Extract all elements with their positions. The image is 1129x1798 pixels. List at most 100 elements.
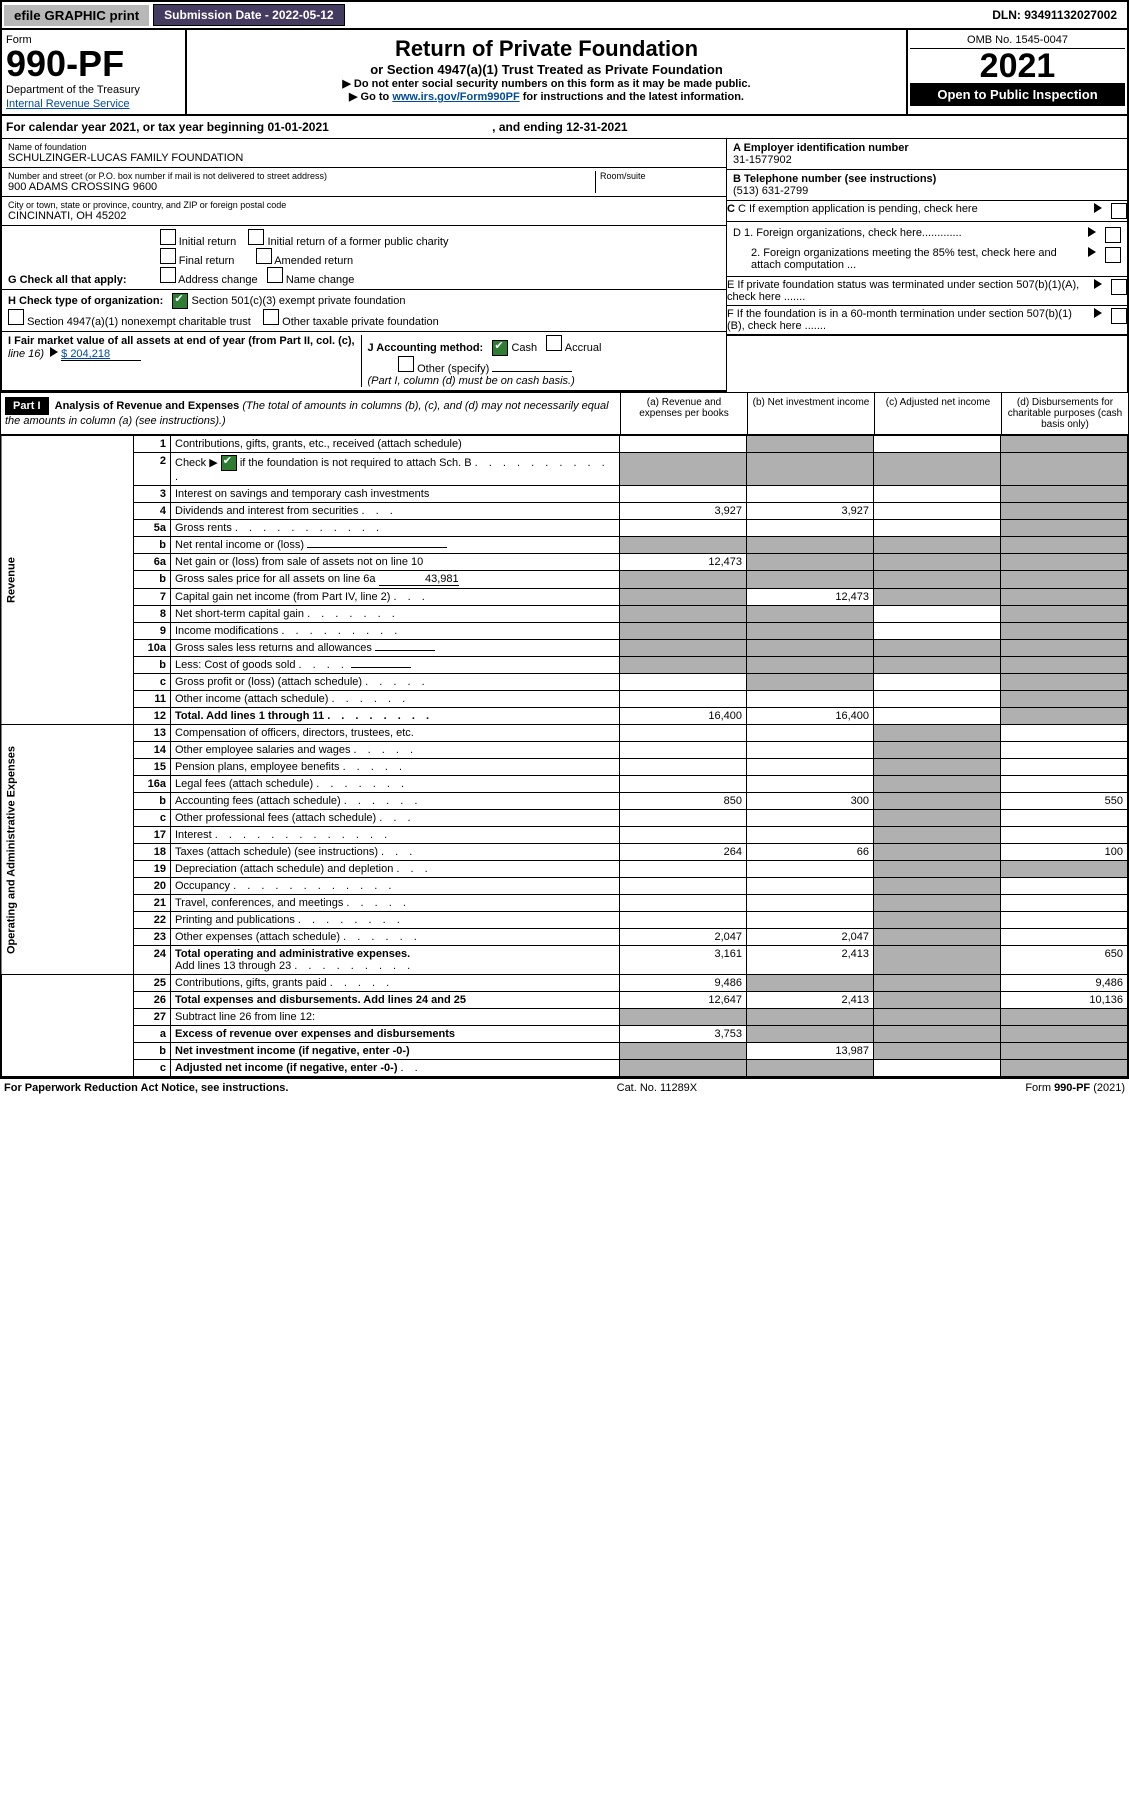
triangle-icon <box>1088 227 1096 237</box>
cal-end: , and ending 12-31-2021 <box>492 120 627 134</box>
table-row: 24Total operating and administrative exp… <box>1 946 1128 975</box>
triangle-icon <box>1088 247 1096 257</box>
name-change-checkbox[interactable] <box>267 267 283 283</box>
amt-d: 550 <box>1001 793 1129 810</box>
a-label: A Employer identification number <box>733 142 1121 154</box>
revenue-side-label: Revenue <box>1 436 134 725</box>
amt-a: 850 <box>620 793 747 810</box>
part1-table: Revenue 1Contributions, gifts, grants, e… <box>0 435 1129 1078</box>
line-desc: Total expenses and disbursements. Add li… <box>171 992 620 1009</box>
line-desc: Subtract line 26 from line 12: <box>171 1009 620 1026</box>
table-row: 5aGross rents . . . . . . . . . . . <box>1 520 1128 537</box>
street-address: 900 ADAMS CROSSING 9600 <box>8 181 595 193</box>
calendar-year-row: For calendar year 2021, or tax year begi… <box>0 116 1129 139</box>
line-num: 27 <box>134 1009 171 1026</box>
line-desc: Contributions, gifts, grants paid . . . … <box>171 975 620 992</box>
amt-b: 2,047 <box>747 929 874 946</box>
j-label: J Accounting method: <box>368 342 484 354</box>
table-row: 25Contributions, gifts, grants paid . . … <box>1 975 1128 992</box>
line-desc: Check ▶ if the foundation is not require… <box>171 453 620 486</box>
initial-return-checkbox[interactable] <box>160 229 176 245</box>
g-addr: Address change <box>178 274 258 286</box>
line-desc: Capital gain net income (from Part IV, l… <box>171 589 620 606</box>
amt-a: 3,753 <box>620 1026 747 1043</box>
other-tax-checkbox[interactable] <box>263 309 279 325</box>
line-desc: Excess of revenue over expenses and disb… <box>171 1026 620 1043</box>
line-desc: Gross profit or (loss) (attach schedule)… <box>171 674 620 691</box>
table-row: bGross sales price for all assets on lin… <box>1 571 1128 589</box>
final-return-checkbox[interactable] <box>160 248 176 264</box>
d1-text: D 1. Foreign organizations, check here..… <box>733 227 1079 239</box>
d1-checkbox[interactable] <box>1105 227 1121 243</box>
line-num: 1 <box>134 436 171 453</box>
form-title: Return of Private Foundation <box>193 36 900 62</box>
initial-pub-checkbox[interactable] <box>248 229 264 245</box>
line-desc: Travel, conferences, and meetings . . . … <box>171 895 620 912</box>
line-desc: Interest . . . . . . . . . . . . . <box>171 827 620 844</box>
table-row: 16aLegal fees (attach schedule) . . . . … <box>1 776 1128 793</box>
amt-b: 3,927 <box>747 503 874 520</box>
amended-checkbox[interactable] <box>256 248 272 264</box>
4947-checkbox[interactable] <box>8 309 24 325</box>
addr-label: Number and street (or P.O. box number if… <box>8 171 595 181</box>
irs-link[interactable]: Internal Revenue Service <box>6 98 181 110</box>
h-other: Other taxable private foundation <box>282 316 439 328</box>
col-c-hdr: (c) Adjusted net income <box>874 393 1001 434</box>
city-label: City or town, state or province, country… <box>8 200 720 210</box>
other-method-checkbox[interactable] <box>398 356 414 372</box>
dln: DLN: 93491132027002 <box>982 5 1127 25</box>
line-num: 2 <box>134 453 171 486</box>
tax-year: 2021 <box>910 49 1125 83</box>
open-to-public: Open to Public Inspection <box>910 83 1125 106</box>
accrual-checkbox[interactable] <box>546 335 562 351</box>
name-label: Name of foundation <box>8 142 720 152</box>
form-subtitle: or Section 4947(a)(1) Trust Treated as P… <box>193 62 900 77</box>
b-label: B Telephone number (see instructions) <box>733 173 1121 185</box>
line-desc: Other expenses (attach schedule) . . . .… <box>171 929 620 946</box>
line-num: 26 <box>134 992 171 1009</box>
part1-label: Part I <box>5 397 49 415</box>
h-label: H Check type of organization: <box>8 295 163 307</box>
table-row: 17Interest . . . . . . . . . . . . . <box>1 827 1128 844</box>
cash-checkbox[interactable] <box>492 340 508 356</box>
f-checkbox[interactable] <box>1111 308 1127 324</box>
efile-print-button[interactable]: efile GRAPHIC print <box>4 5 149 26</box>
table-row: bAccounting fees (attach schedule) . . .… <box>1 793 1128 810</box>
triangle-icon <box>1094 279 1102 289</box>
line-num: 19 <box>134 861 171 878</box>
schB-checkbox[interactable] <box>221 455 237 471</box>
e-checkbox[interactable] <box>1111 279 1127 295</box>
d2-checkbox[interactable] <box>1105 247 1121 263</box>
amt-a: 9,486 <box>620 975 747 992</box>
line-desc: Adjusted net income (if negative, enter … <box>171 1060 620 1078</box>
line-num: c <box>134 810 171 827</box>
amt-d: 100 <box>1001 844 1129 861</box>
amt-d: 10,136 <box>1001 992 1129 1009</box>
line-desc: Net short-term capital gain . . . . . . … <box>171 606 620 623</box>
amt-b: 66 <box>747 844 874 861</box>
line-num: 14 <box>134 742 171 759</box>
line-desc: Taxes (attach schedule) (see instruction… <box>171 844 620 861</box>
table-row: 27Subtract line 26 from line 12: <box>1 1009 1128 1026</box>
line-num: c <box>134 1060 171 1078</box>
line-num: 18 <box>134 844 171 861</box>
line-desc: Compensation of officers, directors, tru… <box>171 725 620 742</box>
line-num: 13 <box>134 725 171 742</box>
table-row: 9Income modifications . . . . . . . . . <box>1 623 1128 640</box>
goto-link[interactable]: www.irs.gov/Form990PF <box>392 91 519 103</box>
table-row: Operating and Administrative Expenses 13… <box>1 725 1128 742</box>
amt-b: 2,413 <box>747 946 874 975</box>
amt-b: 2,413 <box>747 992 874 1009</box>
gross-sales-val: 43,981 <box>379 573 459 586</box>
table-row: 19Depreciation (attach schedule) and dep… <box>1 861 1128 878</box>
address-change-checkbox[interactable] <box>160 267 176 283</box>
col-b-hdr: (b) Net investment income <box>747 393 874 434</box>
table-row: 18Taxes (attach schedule) (see instructi… <box>1 844 1128 861</box>
line-desc: Net gain or (loss) from sale of assets n… <box>171 554 620 571</box>
501c3-checkbox[interactable] <box>172 293 188 309</box>
c-checkbox[interactable] <box>1111 203 1127 219</box>
ein: 31-1577902 <box>733 154 1121 166</box>
line-desc: Net rental income or (loss) <box>171 537 620 554</box>
table-row: 4Dividends and interest from securities … <box>1 503 1128 520</box>
line-desc: Gross sales less returns and allowances <box>171 640 620 657</box>
